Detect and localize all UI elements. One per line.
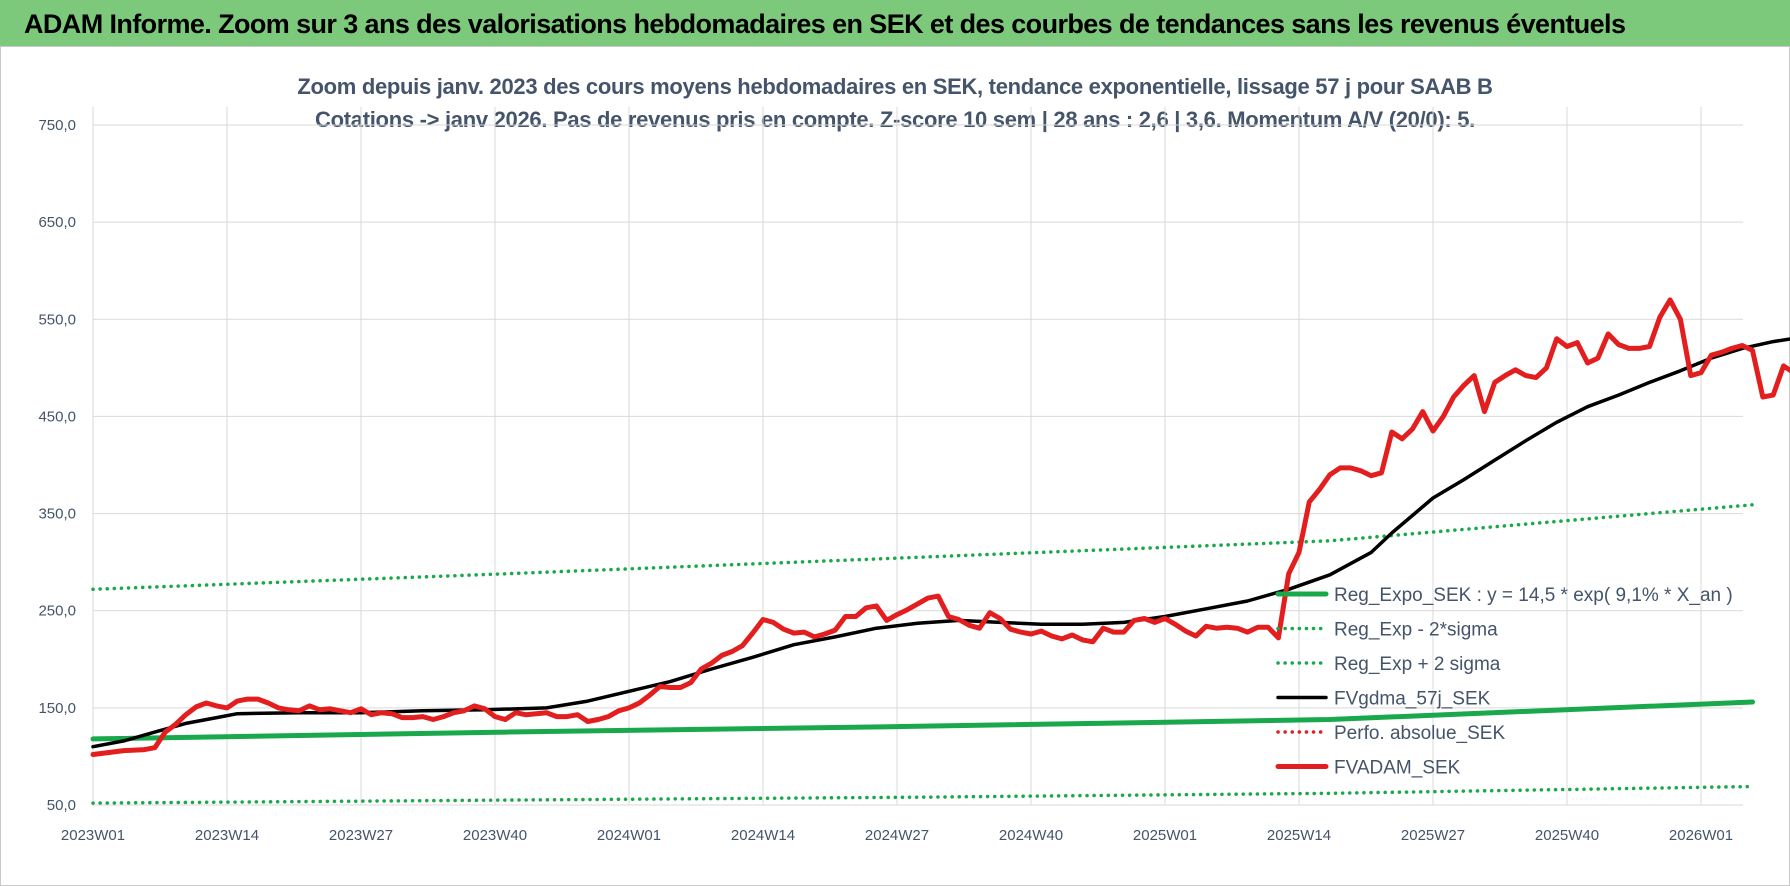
x-tick-label: 2025W27 [1401, 827, 1465, 844]
grid-lines [92, 107, 1743, 806]
legend-label-5: FVADAM_SEK [1334, 758, 1461, 779]
x-tick-label: 2026W01 [1669, 827, 1733, 844]
legend-label-3: FVgdma_57j_SEK [1334, 689, 1491, 710]
series-line-5 [90, 297, 1790, 757]
series-line-0 [90, 699, 1755, 742]
series-line-3 [91, 337, 1790, 749]
x-tick-label: 2023W27 [329, 827, 393, 844]
chart-title-line-2: Cotations -> janv 2026. Pas de revenus p… [315, 107, 1475, 132]
chart-title: Zoom depuis janv. 2023 des cours moyens … [0, 70, 1790, 136]
x-tick-label: 2024W01 [597, 827, 661, 844]
series-line-2 [91, 503, 1755, 592]
x-axis: 2023W01 2023W14 2023W27 2023W40 2024W01 2024W… [61, 827, 1733, 844]
y-tick-label: 150,0 [38, 700, 76, 717]
header-banner: ADAM Informe. Zoom sur 3 ans des valoris… [0, 0, 1790, 47]
chart-title-line-1: Zoom depuis janv. 2023 des cours moyens … [297, 74, 1493, 99]
y-tick-label: 750,0 [38, 117, 76, 134]
x-tick-label: 2024W40 [999, 827, 1063, 844]
x-tick-label: 2025W14 [1267, 827, 1331, 844]
y-tick-label: 50,0 [47, 797, 76, 814]
x-tick-label: 2024W14 [731, 827, 795, 844]
x-tick-label: 2025W01 [1133, 827, 1197, 844]
x-tick-label: 2023W14 [195, 827, 259, 844]
x-tick-label: 2025W40 [1535, 827, 1599, 844]
legend-label-1: Reg_Exp - 2*sigma [1334, 620, 1498, 641]
legend-label-0: Reg_Expo_SEK : y = 14,5 * exp( 9,1% * X_… [1334, 585, 1733, 606]
y-tick-label: 350,0 [38, 506, 76, 523]
page-title: ADAM Informe. Zoom sur 3 ans des valoris… [24, 9, 1626, 39]
x-tick-label: 2023W01 [61, 827, 125, 844]
legend-label-2: Reg_Exp + 2 sigma [1334, 654, 1501, 675]
y-axis: 750,0 650,0 550,0 450,0 350,0 250,0 150,0 50,0 [38, 117, 76, 814]
x-tick-label: 2023W40 [463, 827, 527, 844]
legend-label-4: Perfo. absolue_SEK [1334, 723, 1505, 744]
y-tick-label: 250,0 [38, 603, 76, 620]
y-tick-label: 550,0 [38, 311, 76, 328]
y-tick-label: 450,0 [38, 408, 76, 425]
legend: Reg_Expo_SEK : y = 14,5 * exp( 9,1% * X_… [1275, 585, 1733, 779]
series-group [90, 297, 1790, 805]
x-tick-label: 2024W27 [865, 827, 929, 844]
series-line-1 [91, 784, 1755, 805]
y-tick-label: 650,0 [38, 214, 76, 231]
